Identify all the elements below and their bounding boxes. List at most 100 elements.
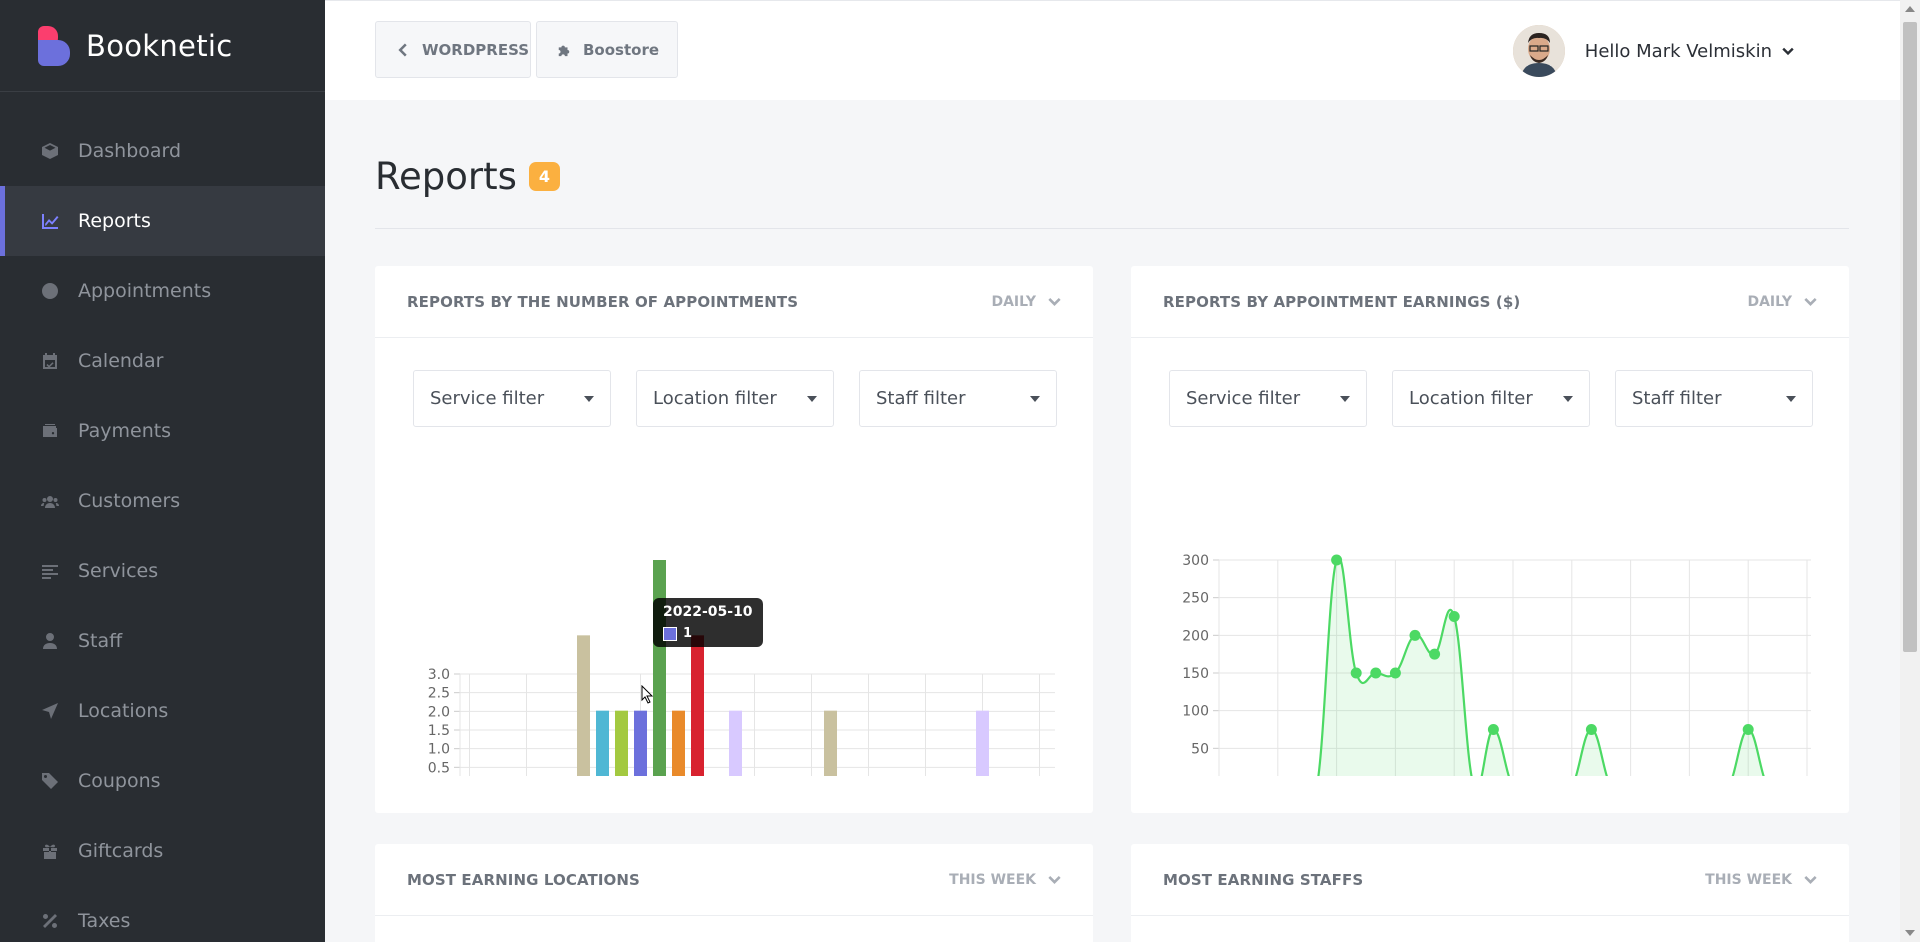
user-icon <box>40 631 60 651</box>
sidebar-item-label: Locations <box>78 700 169 722</box>
sidebar-item-taxes[interactable]: Taxes <box>0 886 325 942</box>
bar-2022-05-09 <box>615 710 628 776</box>
bar-2022-05-20 <box>824 710 837 776</box>
point-2022-05-12 <box>1429 648 1441 660</box>
filter-label: Location filter <box>653 388 777 409</box>
puzzle-icon <box>558 45 570 56</box>
service-filter-select[interactable]: Service filter <box>413 370 611 427</box>
sidebar-item-giftcards[interactable]: Giftcards <box>0 816 325 886</box>
y-tick-label: 50 <box>1191 741 1209 757</box>
staff-filter-select[interactable]: Staff filter <box>859 370 1057 427</box>
point-2022-05-28 <box>1742 724 1754 735</box>
y-tick-label: 300 <box>1182 553 1209 569</box>
app-logo[interactable]: Booknetic <box>0 0 325 92</box>
card-header: MOST EARNING LOCATIONS THIS WEEK <box>375 844 1093 916</box>
wordpress-back-button[interactable]: WORDPRESS <box>375 21 531 78</box>
location-filter-select[interactable]: Location filter <box>636 370 834 427</box>
sidebar-item-reports[interactable]: Reports <box>0 186 325 256</box>
point-2022-05-10 <box>1389 667 1401 679</box>
boostore-button-label: Boostore <box>583 40 660 59</box>
sidebar-item-appointments[interactable]: Appointments <box>0 256 325 326</box>
filter-label: Staff filter <box>876 388 966 409</box>
staff-filter-select[interactable]: Staff filter <box>1615 370 1813 427</box>
mouse-cursor-icon <box>641 685 654 704</box>
gift-icon <box>40 841 60 861</box>
point-2022-05-20 <box>1585 724 1597 735</box>
wallet-icon <box>40 421 60 441</box>
location-filter-select[interactable]: Location filter <box>1392 370 1590 427</box>
card-title: MOST EARNING LOCATIONS <box>407 870 640 889</box>
y-tick-label: 1.0 <box>428 742 450 758</box>
caret-down-icon <box>807 395 817 402</box>
list-icon <box>40 561 60 581</box>
appointments-report-card: REPORTS BY THE NUMBER OF APPOINTMENTS DA… <box>375 266 1093 813</box>
chart-tooltip: 2022-05-10 1 <box>653 598 763 647</box>
bar-2022-05-08 <box>596 710 609 776</box>
tooltip-value: 1 <box>683 626 693 641</box>
period-dropdown[interactable]: THIS WEEK <box>1705 872 1817 888</box>
period-label: THIS WEEK <box>949 871 1036 888</box>
period-label: DAILY <box>1747 293 1792 310</box>
y-tick-label: 250 <box>1182 591 1209 607</box>
sidebar-item-dashboard[interactable]: Dashboard <box>0 116 325 186</box>
caret-down-icon <box>1786 395 1796 402</box>
sidebar-item-services[interactable]: Services <box>0 536 325 606</box>
sidebar-item-label: Dashboard <box>78 140 182 162</box>
y-tick-label: 3.0 <box>428 667 450 683</box>
card-header: REPORTS BY APPOINTMENT EARNINGS ($) DAIL… <box>1131 266 1849 338</box>
user-menu[interactable]: Hello Mark Velmiskin <box>1512 25 1794 77</box>
chart-line-icon <box>40 211 60 231</box>
y-tick-label: 0.5 <box>428 760 450 776</box>
caret-down-icon <box>1340 395 1350 402</box>
bar-2022-05-15 <box>729 710 742 776</box>
wordpress-button-label: WORDPRESS <box>422 40 530 59</box>
y-tick-label: 1.5 <box>428 723 450 739</box>
sidebar-item-calendar[interactable]: Calendar <box>0 326 325 396</box>
sidebar-item-customers[interactable]: Customers <box>0 466 325 536</box>
sidebar-item-locations[interactable]: Locations <box>0 676 325 746</box>
most-earning-staffs-card: MOST EARNING STAFFS THIS WEEK <box>1131 844 1849 942</box>
chevron-down-icon <box>1782 47 1794 56</box>
sidebar-item-label: Appointments <box>78 280 212 302</box>
point-2022-05-11 <box>1409 629 1421 641</box>
period-dropdown[interactable]: THIS WEEK <box>949 872 1061 888</box>
filter-label: Service filter <box>1186 388 1301 409</box>
period-label: DAILY <box>991 293 1036 310</box>
page-scrollbar[interactable] <box>1900 0 1920 942</box>
scroll-up-arrow-icon[interactable] <box>1905 6 1915 12</box>
sidebar-item-label: Staff <box>78 630 123 652</box>
page-title-text: Reports <box>375 155 517 198</box>
earnings-area-chart: 0501001502002503002022-05-012022-05-0420… <box>1182 553 1811 776</box>
bar-2022-05-07 <box>577 635 590 776</box>
service-filter-select[interactable]: Service filter <box>1169 370 1367 427</box>
sidebar-item-label: Reports <box>78 210 151 232</box>
chevron-down-icon <box>1048 875 1061 884</box>
caret-down-icon <box>1030 395 1040 402</box>
sidebar-item-payments[interactable]: Payments <box>0 396 325 466</box>
filters-row: Service filter Location filter Staff fil… <box>1169 370 1813 427</box>
sidebar-item-label: Coupons <box>78 770 161 792</box>
period-dropdown[interactable]: DAILY <box>991 294 1061 310</box>
tag-icon <box>40 771 60 791</box>
y-tick-label: 200 <box>1182 628 1209 644</box>
boostore-button[interactable]: Boostore <box>536 21 678 78</box>
bar-2022-05-28 <box>976 710 989 776</box>
scrollbar-thumb[interactable] <box>1903 22 1917 652</box>
top-bar: WORDPRESS Boostore Hello Mark Velmiskin <box>325 0 1900 100</box>
y-tick-label: 150 <box>1182 666 1209 682</box>
earnings-area-fill <box>1318 557 1764 776</box>
sidebar-item-coupons[interactable]: Coupons <box>0 746 325 816</box>
users-icon <box>40 491 60 511</box>
point-2022-05-09 <box>1370 667 1382 679</box>
clock-icon <box>40 281 60 301</box>
point-2022-05-13 <box>1448 611 1460 622</box>
chevron-down-icon <box>1804 297 1817 306</box>
scroll-down-arrow-icon[interactable] <box>1905 930 1915 936</box>
sidebar-menu: Dashboard Reports Appointments Calendar Paym… <box>0 92 325 942</box>
sidebar-item-staff[interactable]: Staff <box>0 606 325 676</box>
filter-label: Location filter <box>1409 388 1533 409</box>
sidebar-item-label: Giftcards <box>78 840 164 862</box>
reports-count-badge: 4 <box>528 162 560 191</box>
sidebar-item-label: Taxes <box>78 910 131 932</box>
period-dropdown[interactable]: DAILY <box>1747 294 1817 310</box>
